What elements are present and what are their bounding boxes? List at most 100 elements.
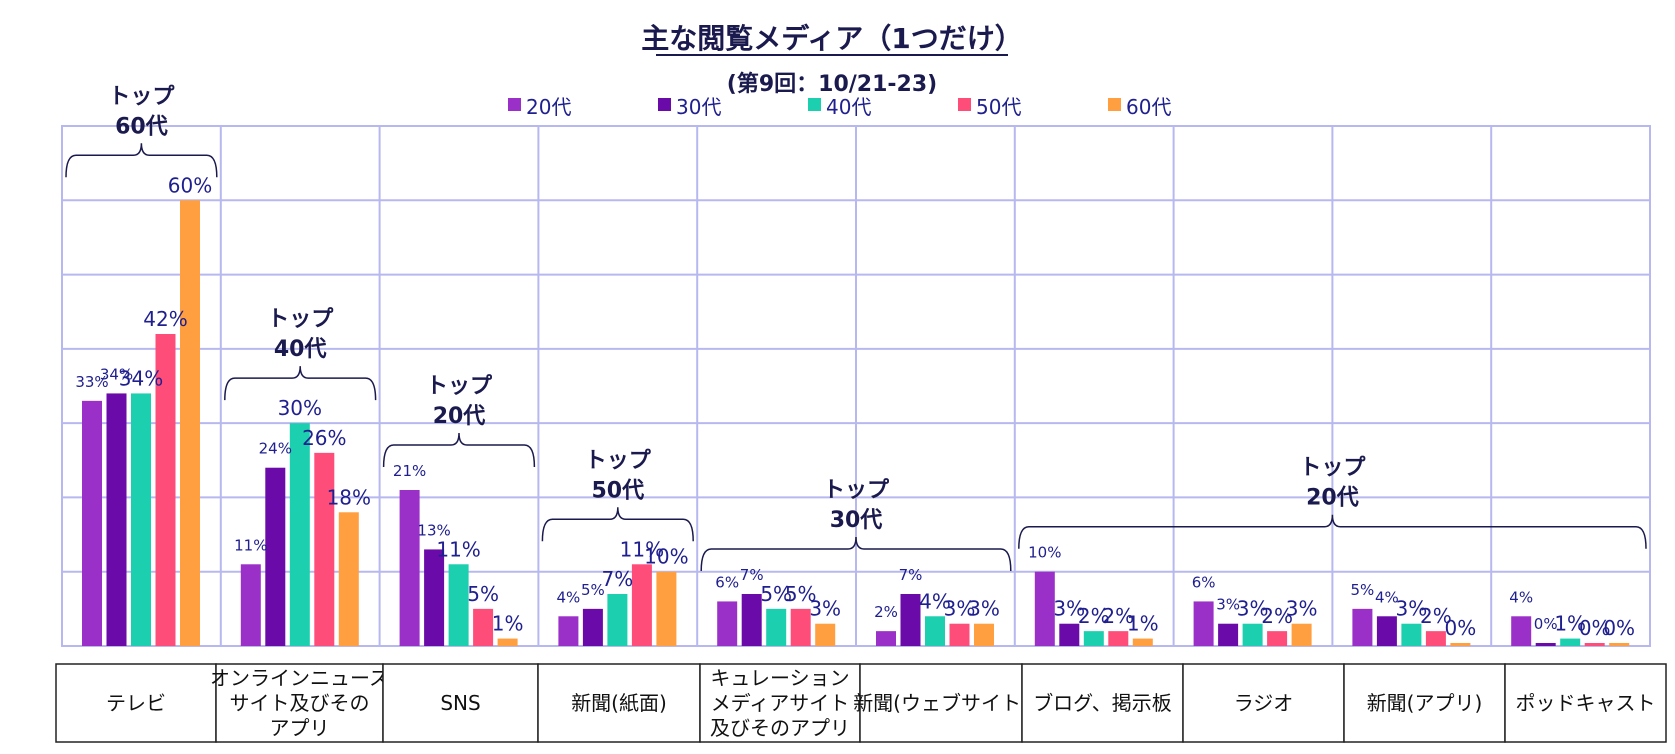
- brace: [382, 432, 536, 468]
- bar-30代: [582, 608, 603, 646]
- data-label: 2%: [1420, 604, 1452, 628]
- chart-subtitle: (第9回：10/21-23): [727, 71, 937, 97]
- bar-40代: [766, 608, 787, 646]
- category-label: オンラインニュース: [210, 666, 389, 690]
- bar-50代: [1108, 631, 1129, 646]
- bar-50代: [1267, 631, 1288, 646]
- data-label: 26%: [302, 426, 346, 450]
- brace: [65, 143, 218, 178]
- bar-30代: [106, 393, 127, 646]
- bar-20代: [399, 490, 420, 646]
- data-label: 0%: [1445, 616, 1477, 640]
- legend-label-40代: 40代: [826, 95, 871, 119]
- data-label: 4%: [1509, 588, 1533, 606]
- category-cell: [215, 663, 384, 743]
- top-annotation-label: 20代: [433, 404, 486, 429]
- data-label: 3%: [944, 597, 976, 621]
- bar-20代: [1193, 601, 1214, 646]
- bar-50代: [473, 608, 494, 646]
- category-label: SNS: [440, 691, 480, 715]
- bar-20代: [1511, 616, 1532, 646]
- bar-30代: [741, 594, 762, 646]
- data-label: 3%: [1286, 597, 1318, 621]
- data-label: 0%: [1603, 616, 1635, 640]
- category-label: ブログ、掲示板: [1033, 691, 1172, 715]
- bar-40代: [1083, 631, 1104, 646]
- category-cell: [1504, 663, 1667, 743]
- data-label: 30%: [278, 396, 322, 420]
- bar-30代: [1218, 623, 1239, 646]
- top-annotation-label: トップ: [1299, 456, 1366, 481]
- data-label: 0%: [1579, 616, 1611, 640]
- bar-50代: [155, 334, 176, 646]
- bar-30代: [900, 594, 921, 646]
- legend-label-30代: 30代: [676, 95, 721, 119]
- top-annotation-label: トップ: [426, 374, 493, 399]
- bar-30代: [424, 549, 445, 646]
- category-cell: [537, 663, 701, 743]
- data-label: 0%: [1534, 615, 1558, 633]
- top-annotation-label: トップ: [267, 307, 334, 332]
- bar-20代: [82, 400, 102, 646]
- category-label: ポッドキャスト: [1516, 691, 1656, 715]
- legend-label-60代: 60代: [1126, 95, 1171, 119]
- bar-20代: [1352, 608, 1373, 646]
- bar-40代: [1242, 623, 1263, 646]
- bar-30代: [1059, 623, 1080, 646]
- top-annotation-label: 50代: [591, 478, 644, 503]
- bar-50代: [1584, 643, 1605, 646]
- top-annotation-label: 40代: [274, 337, 327, 362]
- category-label: サイト及びその: [230, 691, 370, 715]
- bar-30代: [1535, 643, 1556, 646]
- category-cell: [699, 663, 861, 743]
- data-label: 11%: [234, 536, 267, 554]
- data-label: 11%: [436, 537, 480, 561]
- data-label: 10%: [644, 545, 688, 569]
- legend-swatch-20代: [508, 98, 521, 111]
- data-label: 34%: [100, 365, 133, 383]
- chart-title: 主な閲覧メディア（1つだけ）: [641, 22, 1023, 55]
- data-label: 7%: [899, 566, 923, 584]
- bar-20代: [1034, 571, 1055, 646]
- bar-50代: [314, 452, 335, 646]
- legend-swatch-40代: [808, 98, 821, 111]
- top-annotation-label: 60代: [115, 114, 168, 139]
- data-label: 3%: [1396, 597, 1428, 621]
- data-label: 10%: [1028, 544, 1061, 562]
- top-annotation-label: トップ: [823, 478, 890, 503]
- data-label: 7%: [740, 566, 764, 584]
- data-label: 4%: [557, 588, 581, 606]
- legend-label-50代: 50代: [976, 95, 1021, 119]
- bar-60代: [1291, 623, 1312, 646]
- bar-30代: [1376, 616, 1397, 646]
- data-label: 21%: [393, 462, 426, 480]
- legend-swatch-60代: [1108, 98, 1121, 111]
- data-label: 3%: [1237, 597, 1269, 621]
- data-label: 7%: [602, 567, 634, 591]
- data-label: 42%: [143, 307, 187, 331]
- data-labels: 33%34%34%42%60%11%24%30%26%18%21%13%11%5…: [75, 173, 1635, 640]
- category-label: アプリ: [270, 716, 330, 740]
- bar-30代: [265, 467, 286, 646]
- grid: [61, 125, 1651, 647]
- category-label: 新聞(ウェブサイト): [853, 691, 1029, 715]
- bar-60代: [497, 638, 518, 646]
- data-label: 3%: [1216, 596, 1240, 614]
- category-label: 及びそのアプリ: [710, 716, 850, 740]
- bar-50代: [1425, 631, 1446, 646]
- category-label: メディアサイト: [711, 691, 850, 715]
- bar-40代: [131, 393, 151, 646]
- bar-40代: [1401, 623, 1422, 646]
- data-label: 3%: [809, 597, 841, 621]
- data-label: 11%: [620, 537, 664, 561]
- category-cell: [55, 663, 217, 743]
- top-annotation-label: トップ: [108, 84, 175, 109]
- category-cell: [859, 663, 1023, 743]
- category-label: テレビ: [106, 691, 166, 715]
- bar-20代: [558, 616, 579, 646]
- data-label: 24%: [259, 440, 292, 458]
- data-label: 5%: [760, 582, 792, 606]
- brace: [700, 536, 1012, 572]
